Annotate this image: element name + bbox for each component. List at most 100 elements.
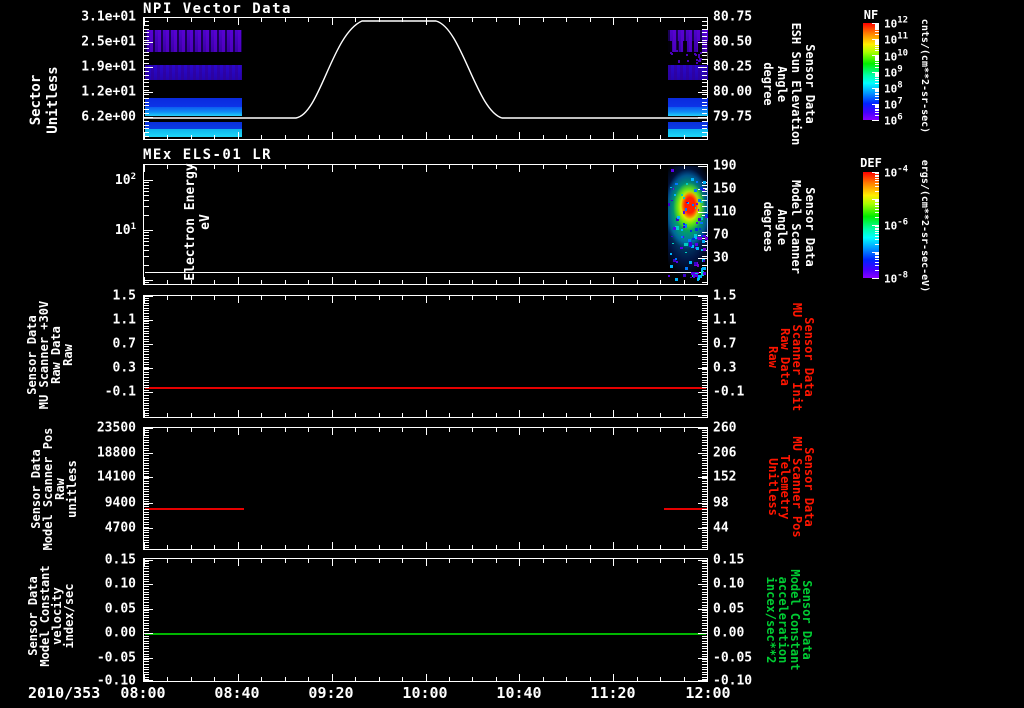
tick-mark (144, 428, 153, 429)
tick-mark (355, 18, 356, 22)
spectrogram-band (145, 122, 242, 129)
def-cb-tick: 10-8 (884, 271, 908, 286)
def-cb-tick: 10-6 (884, 218, 908, 233)
tick-mark (702, 97, 707, 99)
tick-mark (875, 61, 879, 63)
tick-mark (702, 302, 707, 304)
panel2-title: MEx ELS-01 LR (143, 147, 273, 163)
tick-mark (144, 661, 149, 663)
tick-mark (702, 501, 707, 503)
tick-mark (144, 638, 149, 640)
tick-mark (472, 135, 473, 139)
tick-mark (144, 234, 149, 236)
tick-mark (285, 559, 286, 563)
tick-mark (702, 20, 707, 22)
tick-mark (702, 450, 707, 452)
tick-mark (875, 243, 879, 245)
tick-mark (872, 278, 879, 279)
tick-mark (308, 545, 309, 549)
tick-mark (472, 677, 473, 681)
tick-mark (702, 415, 707, 417)
spectrogram-band (145, 30, 242, 52)
tick-mark (144, 491, 149, 493)
panel1-spectrogram-right (668, 19, 708, 140)
tick-mark (308, 280, 309, 284)
tick-mark (144, 405, 149, 407)
tick-mark (698, 274, 702, 278)
tick-mark (144, 669, 149, 671)
tick-mark (472, 545, 473, 549)
tick-mark (144, 415, 149, 417)
tick-mark (702, 32, 707, 34)
tick-mark (702, 599, 707, 601)
panel1-title: NPI Vector Data (143, 1, 292, 17)
tick-mark (379, 296, 380, 300)
tick-mark (684, 135, 685, 139)
tick-mark (144, 444, 149, 446)
tick-mark (191, 545, 192, 549)
tick-mark (702, 583, 707, 585)
tick-mark (702, 586, 707, 588)
tick-mark (688, 244, 692, 248)
tick-mark (590, 280, 591, 284)
tick-mark (144, 323, 149, 325)
tick-mark (308, 165, 309, 169)
tick-mark (703, 181, 707, 185)
tick-mark (702, 534, 707, 536)
tick-base: 10 (884, 166, 898, 180)
tick-mark (684, 413, 685, 417)
tick-mark (702, 359, 707, 361)
tick-mark (144, 264, 149, 266)
tick-mark (707, 132, 708, 139)
tick-mark (702, 447, 707, 449)
tick-mark (674, 194, 677, 197)
tick-mark (144, 609, 153, 610)
tick-mark (875, 270, 879, 272)
tick-mark (875, 235, 879, 237)
tick-mark (698, 228, 701, 230)
tick-mark (875, 90, 879, 92)
tick-mark (702, 297, 707, 299)
tick-mark (707, 542, 708, 549)
tick-mark (698, 53, 701, 56)
tick-mark (613, 410, 614, 417)
tick-mark (261, 165, 262, 169)
p5-y2tick: 0.10 (713, 576, 745, 592)
tick-mark (702, 199, 707, 201)
tick-mark (285, 428, 286, 432)
tick-mark (449, 677, 450, 681)
p2-ytick: 101 (60, 222, 136, 238)
tick-mark (702, 374, 707, 376)
p3-ytick: 0.3 (112, 360, 136, 376)
tick-mark (702, 387, 707, 389)
tick-mark (285, 165, 286, 169)
tick-mark (875, 226, 879, 228)
tick-mark (875, 82, 879, 84)
tick-mark (637, 677, 638, 681)
tick-mark (702, 394, 707, 396)
tick-mark (660, 135, 661, 139)
tick-mark (238, 428, 239, 435)
tick-mark (702, 475, 707, 477)
tick-mark (702, 473, 707, 475)
tick-mark (144, 124, 149, 126)
p3-y2tick: 0.7 (713, 336, 737, 352)
spectrogram-band (145, 129, 242, 137)
tick-base: 10 (884, 82, 898, 96)
tick-mark (144, 136, 149, 138)
tick-mark (670, 186, 672, 189)
p1-ytick: 1.2e+01 (81, 84, 136, 100)
tick-mark (702, 460, 707, 462)
tick-mark (684, 165, 685, 169)
tick-mark (698, 428, 707, 429)
tick-mark (167, 18, 168, 22)
tick-mark (698, 92, 707, 93)
tick-mark (875, 27, 879, 29)
tick-mark (496, 413, 497, 417)
tick-mark (660, 296, 661, 300)
tick-mark (355, 280, 356, 284)
tick-mark (355, 135, 356, 139)
tick-mark (691, 245, 694, 248)
tick-mark (702, 594, 707, 596)
tick-mark (702, 366, 707, 368)
